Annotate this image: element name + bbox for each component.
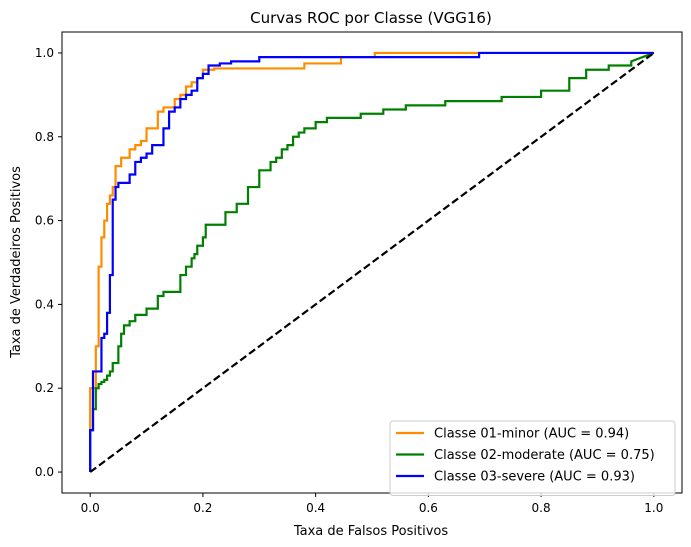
x-axis-title: Taxa de Falsos Positivos [293,524,448,539]
roc-curve-series-2 [89,51,655,473]
roc-curve-series-1 [89,51,654,473]
chance-diagonal-line [89,52,655,473]
x-axis: 0.0 0.2 0.4 0.6 0.8 1.0 [81,493,663,515]
legend-label: Classe 03-severe (AUC = 0.93) [434,470,635,485]
x-tick-label: 0.2 [193,501,212,515]
y-axis: 0.0 0.2 0.4 0.6 0.8 1.0 [35,46,62,479]
y-tick-label: 0.4 [35,297,54,311]
y-tick-label: 0.2 [35,381,54,395]
y-tick-label: 0.8 [35,130,54,144]
legend-box [389,420,676,496]
x-tick-label: 1.0 [644,501,663,515]
x-tick-label: 0.4 [306,501,325,515]
plot-frame [61,31,683,494]
series-layer [89,51,655,473]
legend-label: Classe 02-moderate (AUC = 0.75) [434,448,655,463]
roc-curve-series-3 [89,51,654,473]
x-tick-label: 0.0 [81,501,100,515]
legend: Classe 01-minor (AUC = 0.94) Classe 02-mo… [389,420,676,496]
x-tick-label: 0.8 [532,501,551,515]
legend-label: Classe 01-minor (AUC = 0.94) [434,427,629,442]
y-axis-title: Taxa de Verdadeiros Positivos [9,166,24,359]
chart-title: Curvas ROC por Classe (VGG16) [250,9,492,27]
y-tick-label: 1.0 [35,46,54,60]
x-tick-label: 0.6 [419,501,438,515]
y-tick-label: 0.0 [35,465,54,479]
y-tick-label: 0.6 [35,214,54,228]
